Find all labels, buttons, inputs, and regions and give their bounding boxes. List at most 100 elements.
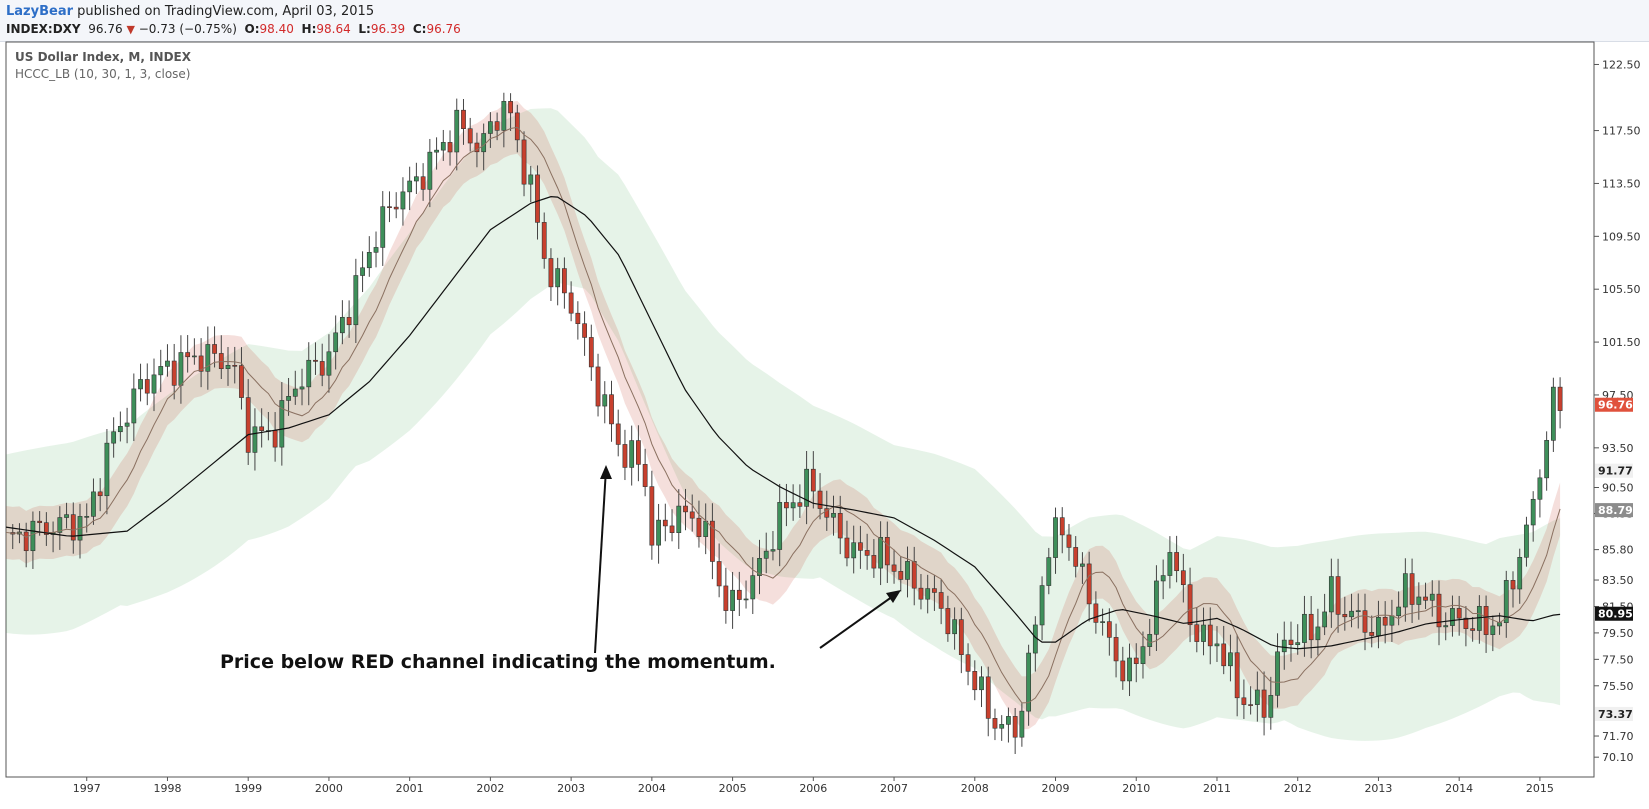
candle-body [43, 522, 49, 535]
candle-body [622, 444, 628, 468]
x-tick-label: 2014 [1445, 782, 1473, 795]
open-value: 98.40 [259, 22, 294, 36]
candle-body [252, 426, 258, 453]
candle-body [1436, 593, 1442, 628]
x-tick-label: 1998 [153, 782, 181, 795]
chart-area[interactable]: US Dollar Index, M, INDEX HCCC_LB (10, 3… [0, 41, 1649, 805]
candle-body [467, 128, 473, 144]
candle-body [1376, 617, 1381, 636]
candle-body [494, 121, 500, 131]
candle-body [1382, 617, 1388, 626]
candle-body [784, 502, 789, 509]
candle-body [1544, 440, 1550, 479]
candle-body [1113, 637, 1119, 662]
candle-body [259, 426, 265, 431]
candle-body [851, 542, 857, 559]
candle-body [1234, 652, 1240, 699]
candle-body [985, 676, 991, 719]
candle-body [615, 423, 621, 445]
candle-body [689, 511, 695, 519]
candle-body [212, 344, 217, 354]
candle-body [1550, 386, 1556, 441]
candle-body [165, 360, 170, 367]
candle-body [757, 558, 762, 576]
candle-body [124, 422, 130, 427]
y-tick-label: 113.50 [1602, 177, 1641, 190]
y-tick-label: 83.50 [1602, 574, 1634, 587]
x-tick-label: 2013 [1364, 782, 1392, 795]
candle-body [541, 222, 547, 259]
candle-body [1443, 625, 1449, 628]
candle-body [1302, 613, 1307, 643]
x-tick-label: 1999 [234, 782, 262, 795]
annotation-arrowhead-1 [600, 465, 612, 479]
candle-body [400, 191, 406, 210]
candle-body [1490, 625, 1496, 635]
candle-body [279, 400, 285, 448]
plot-frame [5, 41, 1595, 778]
publish-line: LazyBear published on TradingView.com, A… [6, 4, 374, 19]
candle-body [393, 206, 399, 210]
candle-body [1429, 593, 1435, 601]
candle-body [1248, 704, 1254, 706]
candle-body [1147, 634, 1153, 647]
candle-body [346, 317, 352, 326]
candle-body [1133, 657, 1139, 664]
candle-body [1154, 580, 1159, 635]
slow-line [5, 196, 1561, 650]
candle-body [676, 505, 682, 534]
low-label: L: [358, 22, 371, 36]
candle-body [979, 676, 984, 691]
candle-body [1268, 695, 1274, 718]
candle-body [373, 247, 379, 253]
y-tick-label: 90.50 [1602, 481, 1634, 494]
candle-body [1201, 624, 1206, 642]
candle-body [797, 502, 803, 507]
candle-body [1369, 632, 1375, 636]
candle-body [817, 490, 823, 509]
candle-body [1456, 608, 1462, 619]
y-tick-label: 101.50 [1602, 336, 1641, 349]
symbol-label[interactable]: INDEX:DXY [6, 22, 81, 36]
candle-body [582, 323, 587, 338]
candle-body [272, 430, 278, 448]
candle-body [225, 365, 231, 369]
price-label: 73.37 [1598, 708, 1633, 721]
candle-body [918, 587, 924, 600]
candle-body [548, 258, 554, 288]
candle-body [1402, 573, 1408, 608]
candle-body [111, 431, 117, 444]
candle-body [642, 464, 648, 487]
candle-body [104, 442, 110, 497]
x-tick-label: 2001 [396, 782, 424, 795]
candle-body [1389, 615, 1395, 626]
candle-body [191, 355, 197, 358]
candle-body [144, 379, 150, 394]
candle-body [1026, 652, 1031, 712]
candle-body [743, 598, 749, 601]
candle-body [326, 351, 332, 376]
annotation-arrow-2 [819, 593, 897, 649]
price-label: 96.76 [1598, 399, 1633, 412]
candle-body [1322, 611, 1328, 628]
author-link[interactable]: LazyBear [6, 4, 74, 19]
candle-body [1012, 716, 1018, 738]
candle-body [440, 142, 446, 151]
annotation-arrow-1 [594, 468, 607, 654]
candle-body [232, 365, 238, 367]
candle-body [730, 589, 735, 611]
candle-body [23, 531, 29, 552]
candle-body [932, 588, 937, 593]
price-chart[interactable]: US Dollar Index, M, INDEX HCCC_LB (10, 3… [0, 41, 1649, 805]
candle-body [891, 564, 897, 572]
candle-body [151, 374, 157, 394]
candle-body [1046, 557, 1052, 586]
candle-body [57, 517, 63, 533]
candle-body [488, 121, 493, 134]
candle-body [602, 394, 608, 407]
candle-body [1019, 710, 1025, 738]
y-tick-label: 93.50 [1602, 442, 1634, 455]
candle-body [1080, 563, 1085, 567]
outer-band [6, 108, 1561, 741]
candle-body [1295, 642, 1301, 645]
